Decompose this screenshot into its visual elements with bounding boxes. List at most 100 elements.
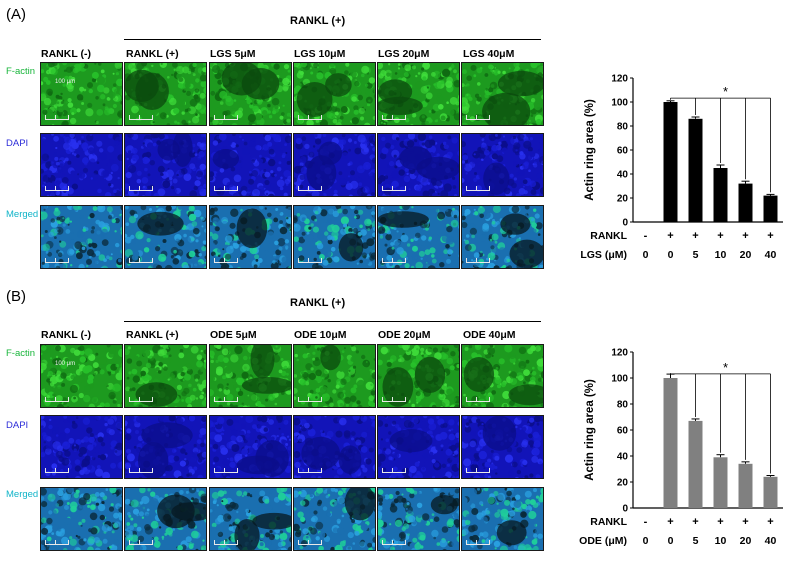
micrograph-texture bbox=[378, 345, 459, 407]
rankl-row-label: RANKL bbox=[590, 516, 627, 528]
y-tick-label: 40 bbox=[617, 452, 629, 463]
scale-bar bbox=[45, 540, 69, 545]
dose-tick-label: 0 bbox=[668, 535, 674, 547]
bar bbox=[688, 118, 703, 222]
significance-star: * bbox=[723, 84, 728, 99]
bar bbox=[663, 102, 678, 222]
rankl-sign: - bbox=[644, 516, 648, 528]
micrograph-tile: 100 μm bbox=[40, 344, 123, 408]
y-tick-label: 60 bbox=[617, 426, 629, 437]
micrograph-texture bbox=[125, 206, 206, 268]
micrograph-tile bbox=[293, 62, 376, 126]
dose-tick-label: 0 bbox=[643, 535, 649, 547]
micrograph-tile bbox=[209, 205, 292, 269]
bar bbox=[738, 183, 753, 222]
scale-bar bbox=[45, 115, 69, 120]
column-label: ODE 40μM bbox=[463, 329, 516, 341]
panel-a: (A) RANKL (+) RANKL (-) RANKL (+) LGS 5μ… bbox=[0, 0, 799, 280]
rankl-sign: + bbox=[717, 230, 723, 242]
scale-bar bbox=[298, 397, 322, 402]
y-tick-label: 100 bbox=[611, 374, 628, 385]
micrograph-tile bbox=[209, 62, 292, 126]
micrograph-texture bbox=[41, 345, 122, 407]
y-tick-label: 20 bbox=[617, 194, 629, 205]
y-tick-label: 0 bbox=[622, 218, 628, 229]
micrograph-texture bbox=[41, 488, 122, 550]
micrograph-tile bbox=[377, 344, 460, 408]
micrograph-texture bbox=[210, 345, 291, 407]
micrograph-texture bbox=[378, 63, 459, 125]
micrograph-tile bbox=[461, 344, 544, 408]
scale-bar bbox=[382, 186, 406, 191]
micrograph-tile bbox=[377, 205, 460, 269]
micrograph-tile bbox=[293, 415, 376, 479]
actin-ring-area-chart: 0 20 40 60 80 100 120 Actin ring area (%) * RANKL… bbox=[568, 70, 793, 270]
micrograph-tile bbox=[209, 344, 292, 408]
micrograph-texture bbox=[210, 416, 291, 478]
dose-tick-label: 40 bbox=[765, 249, 777, 261]
rankl-plus-header: RANKL (+) bbox=[290, 15, 346, 27]
micrograph-texture bbox=[462, 63, 543, 125]
scale-bar bbox=[466, 258, 490, 263]
scale-bar bbox=[466, 115, 490, 120]
rankl-sign: + bbox=[667, 516, 673, 528]
micrograph-tile bbox=[377, 487, 460, 551]
micrograph-tile bbox=[461, 133, 544, 197]
micrograph-texture bbox=[41, 63, 122, 125]
micrograph-texture bbox=[41, 206, 122, 268]
dose-tick-label: 0 bbox=[643, 249, 649, 261]
scale-bar bbox=[466, 468, 490, 473]
scale-bar bbox=[129, 258, 153, 263]
panel-letter: (A) bbox=[6, 6, 26, 23]
scale-bar bbox=[298, 540, 322, 545]
column-label: RANKL (+) bbox=[126, 48, 179, 60]
rankl-sign: + bbox=[667, 230, 673, 242]
row-label-dapi: DAPI bbox=[6, 138, 29, 149]
row-label-f-actin: F-actin bbox=[6, 66, 36, 77]
micrograph-tile bbox=[209, 487, 292, 551]
bar bbox=[738, 463, 753, 508]
column-label: LGS 20μM bbox=[378, 48, 430, 60]
scale-bar bbox=[298, 186, 322, 191]
micrograph-tile bbox=[377, 62, 460, 126]
micrograph-texture bbox=[294, 63, 375, 125]
micrograph-texture bbox=[41, 134, 122, 196]
scale-bar bbox=[45, 468, 69, 473]
scale-bar bbox=[129, 115, 153, 120]
micrograph-texture bbox=[462, 206, 543, 268]
bar bbox=[663, 378, 678, 508]
scale-bar bbox=[298, 258, 322, 263]
scale-bar bbox=[382, 468, 406, 473]
micrograph-tile bbox=[124, 487, 207, 551]
micrograph-tile bbox=[377, 415, 460, 479]
scale-bar bbox=[466, 397, 490, 402]
scale-bar bbox=[382, 115, 406, 120]
bar bbox=[713, 457, 728, 508]
y-tick-label: 100 bbox=[611, 98, 628, 109]
micrograph-texture bbox=[210, 206, 291, 268]
dose-tick-label: 10 bbox=[715, 535, 727, 547]
micrograph-texture bbox=[378, 134, 459, 196]
scale-bar bbox=[129, 397, 153, 402]
row-label-merged: Merged bbox=[6, 489, 39, 500]
dose-row-label: LGS (μM) bbox=[580, 249, 627, 261]
micrograph-tile bbox=[293, 344, 376, 408]
dose-tick-label: 5 bbox=[693, 249, 699, 261]
y-tick-label: 80 bbox=[617, 400, 629, 411]
scale-bar bbox=[129, 468, 153, 473]
scale-bar bbox=[466, 186, 490, 191]
micrograph-texture bbox=[294, 134, 375, 196]
micrograph-tile bbox=[124, 205, 207, 269]
micrograph-texture bbox=[125, 134, 206, 196]
scale-bar bbox=[214, 186, 238, 191]
micrograph-tile bbox=[377, 133, 460, 197]
column-label: ODE 20μM bbox=[378, 329, 431, 341]
scale-bar bbox=[298, 115, 322, 120]
micrograph-tile bbox=[40, 205, 123, 269]
rankl-sign: + bbox=[692, 516, 698, 528]
micrograph-texture bbox=[125, 416, 206, 478]
column-label: ODE 5μM bbox=[210, 329, 257, 341]
rankl-plus-bracket-line bbox=[124, 39, 541, 40]
y-tick-label: 120 bbox=[611, 348, 628, 359]
